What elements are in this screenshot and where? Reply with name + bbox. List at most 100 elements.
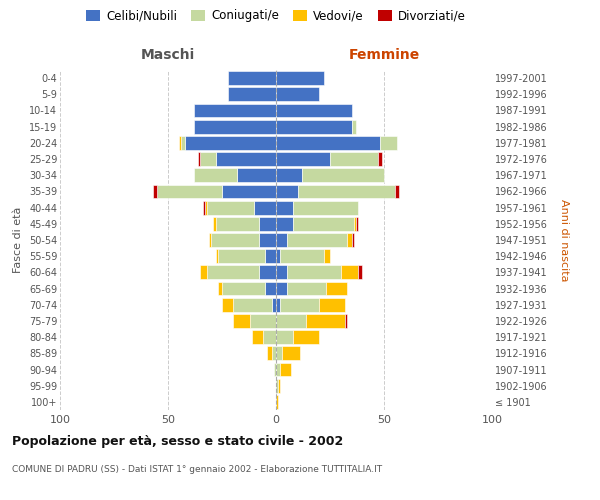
Bar — [276, 217, 293, 230]
Bar — [194, 104, 276, 118]
Bar — [276, 330, 293, 344]
Bar — [298, 184, 395, 198]
Text: Maschi: Maschi — [141, 48, 195, 62]
Bar — [276, 136, 380, 149]
Bar — [377, 152, 382, 166]
Bar — [274, 362, 276, 376]
Bar — [293, 330, 319, 344]
Text: Femmine: Femmine — [349, 48, 419, 62]
Bar — [207, 266, 259, 280]
Bar — [276, 379, 278, 392]
Bar — [200, 266, 207, 280]
Bar — [214, 217, 215, 230]
Bar — [233, 314, 250, 328]
Bar — [287, 233, 347, 247]
Bar — [276, 362, 280, 376]
Bar — [229, 88, 276, 101]
Bar — [287, 266, 341, 280]
Bar — [215, 217, 259, 230]
Bar — [252, 330, 263, 344]
Bar — [347, 233, 352, 247]
Bar — [326, 282, 347, 296]
Bar — [352, 233, 354, 247]
Bar — [276, 395, 278, 409]
Bar — [153, 184, 157, 198]
Bar — [203, 200, 205, 214]
Bar — [280, 250, 323, 263]
Bar — [345, 314, 347, 328]
Bar — [302, 168, 384, 182]
Bar — [276, 152, 330, 166]
Bar — [233, 298, 272, 312]
Bar — [276, 233, 287, 247]
Bar — [276, 314, 306, 328]
Bar — [237, 168, 276, 182]
Bar — [276, 88, 319, 101]
Bar — [356, 217, 358, 230]
Bar — [254, 200, 276, 214]
Bar — [276, 200, 293, 214]
Bar — [278, 379, 280, 392]
Bar — [268, 346, 272, 360]
Bar — [276, 184, 298, 198]
Y-axis label: Fasce di età: Fasce di età — [13, 207, 23, 273]
Bar — [222, 184, 276, 198]
Bar — [280, 298, 319, 312]
Bar — [287, 282, 326, 296]
Bar — [354, 217, 356, 230]
Bar — [276, 71, 323, 85]
Bar — [293, 200, 358, 214]
Bar — [205, 200, 207, 214]
Bar — [380, 136, 397, 149]
Bar — [276, 104, 352, 118]
Bar — [222, 282, 265, 296]
Bar — [263, 330, 276, 344]
Bar — [276, 298, 280, 312]
Bar — [194, 168, 237, 182]
Bar — [306, 314, 345, 328]
Bar — [276, 282, 287, 296]
Bar — [211, 233, 259, 247]
Bar — [259, 217, 276, 230]
Bar — [280, 362, 291, 376]
Bar — [218, 282, 222, 296]
Bar — [209, 233, 211, 247]
Bar — [157, 184, 222, 198]
Bar — [319, 298, 345, 312]
Bar — [276, 346, 283, 360]
Bar — [341, 266, 358, 280]
Bar — [395, 184, 399, 198]
Text: COMUNE DI PADRU (SS) - Dati ISTAT 1° gennaio 2002 - Elaborazione TUTTITALIA.IT: COMUNE DI PADRU (SS) - Dati ISTAT 1° gen… — [12, 465, 382, 474]
Bar — [330, 152, 377, 166]
Bar — [276, 250, 280, 263]
Bar — [215, 250, 218, 263]
Bar — [352, 120, 356, 134]
Bar — [250, 314, 276, 328]
Bar — [323, 250, 330, 263]
Bar — [265, 282, 276, 296]
Bar — [259, 266, 276, 280]
Bar — [185, 136, 276, 149]
Bar — [181, 136, 185, 149]
Bar — [358, 266, 362, 280]
Bar — [283, 346, 300, 360]
Bar — [272, 346, 276, 360]
Bar — [276, 266, 287, 280]
Bar — [222, 298, 233, 312]
Y-axis label: Anni di nascita: Anni di nascita — [559, 198, 569, 281]
Bar — [207, 200, 254, 214]
Bar — [218, 250, 265, 263]
Bar — [198, 152, 200, 166]
Bar — [293, 217, 354, 230]
Bar — [215, 152, 276, 166]
Bar — [200, 152, 215, 166]
Bar — [194, 120, 276, 134]
Bar — [229, 71, 276, 85]
Bar — [265, 250, 276, 263]
Bar — [272, 298, 276, 312]
Legend: Celibi/Nubili, Coniugati/e, Vedovi/e, Divorziati/e: Celibi/Nubili, Coniugati/e, Vedovi/e, Di… — [82, 6, 470, 26]
Bar — [259, 233, 276, 247]
Bar — [276, 120, 352, 134]
Text: Popolazione per età, sesso e stato civile - 2002: Popolazione per età, sesso e stato civil… — [12, 435, 343, 448]
Bar — [179, 136, 181, 149]
